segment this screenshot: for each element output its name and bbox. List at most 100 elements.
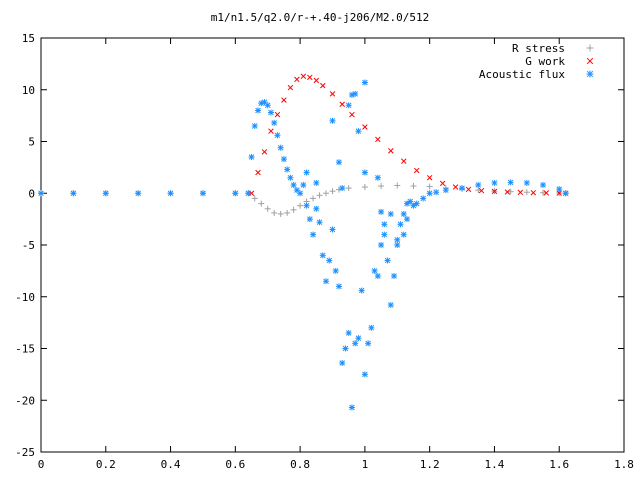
data-point: [378, 183, 385, 190]
data-point: [368, 324, 375, 331]
data-point: [264, 205, 271, 212]
data-point: [342, 345, 349, 352]
x-tick-label: 1: [362, 458, 369, 471]
data-point: [439, 180, 446, 187]
x-tick-label: 1.2: [420, 458, 440, 471]
data-point: [303, 169, 310, 176]
data-point: [284, 209, 291, 216]
data-point: [397, 221, 404, 228]
data-point: [297, 202, 304, 209]
data-point: [255, 169, 261, 176]
data-point: [332, 267, 339, 274]
y-tick-label: 0: [28, 187, 35, 200]
x-tick-label: 1.6: [549, 458, 569, 471]
data-point: [319, 252, 326, 259]
x-tick-label: 0.2: [96, 458, 116, 471]
data-point: [381, 231, 388, 238]
axes: [40, 37, 625, 453]
data-point: [401, 158, 407, 164]
data-point: [387, 302, 394, 309]
data-point: [442, 187, 449, 194]
data-point: [378, 208, 385, 215]
x-tick-label: 1.4: [485, 458, 505, 471]
data-point: [452, 184, 459, 190]
data-point: [329, 91, 336, 97]
data-point: [326, 257, 333, 264]
plot-area: [38, 73, 569, 411]
data-point: [284, 166, 291, 173]
x-tick-label: 0: [38, 458, 45, 471]
data-point: [303, 202, 310, 209]
data-point: [361, 169, 368, 176]
data-point: [491, 188, 498, 195]
data-point: [335, 159, 342, 166]
data-point: [410, 183, 417, 190]
x-tick-label: 0.4: [161, 458, 181, 471]
data-point: [258, 200, 265, 207]
data-point: [403, 216, 410, 223]
data-point: [345, 102, 352, 109]
data-point: [540, 181, 547, 188]
data-point: [323, 278, 330, 285]
data-point: [264, 102, 271, 109]
data-point: [267, 109, 274, 116]
data-point: [248, 154, 255, 161]
data-point: [407, 198, 414, 205]
y-tick-label: -15: [15, 343, 35, 356]
data-point: [277, 144, 284, 151]
data-point: [268, 128, 274, 134]
data-point: [251, 195, 258, 202]
data-point: [388, 148, 394, 154]
data-point: [261, 99, 268, 106]
series-1: [248, 73, 569, 197]
data-point: [378, 242, 385, 248]
legend-marker: [586, 70, 594, 78]
y-tick-label: -20: [15, 394, 35, 407]
legend-marker: [586, 57, 594, 65]
data-point: [199, 190, 206, 197]
y-tick-label: 5: [28, 136, 35, 149]
data-point: [365, 340, 372, 347]
data-point: [135, 190, 142, 197]
data-point: [426, 190, 433, 197]
data-point: [400, 210, 407, 217]
data-point: [316, 192, 323, 199]
data-point: [491, 179, 498, 186]
data-point: [352, 90, 359, 97]
data-point: [329, 226, 336, 233]
data-point: [329, 117, 336, 124]
data-point: [465, 186, 472, 193]
data-point: [556, 186, 563, 193]
data-point: [413, 167, 420, 174]
data-point: [556, 190, 562, 196]
data-point: [290, 206, 297, 213]
data-point: [371, 267, 378, 274]
data-point: [313, 77, 320, 84]
data-point: [475, 181, 482, 188]
data-point: [426, 183, 433, 190]
data-point: [280, 156, 287, 163]
y-tick-label: 15: [22, 32, 35, 45]
data-point: [420, 195, 427, 202]
data-point: [375, 136, 381, 143]
data-point: [478, 187, 485, 194]
data-point: [313, 205, 320, 212]
data-point: [348, 404, 355, 411]
data-point: [387, 210, 394, 217]
data-point: [426, 174, 433, 181]
data-point: [374, 273, 381, 280]
data-point: [271, 209, 278, 216]
data-point: [475, 187, 482, 194]
data-point: [540, 189, 547, 196]
data-point: [339, 185, 346, 192]
data-point: [345, 185, 352, 192]
data-point: [290, 181, 297, 188]
legend-marker: [586, 44, 594, 52]
data-point: [362, 124, 368, 130]
y-tick-label: 10: [22, 84, 35, 97]
data-point: [394, 236, 401, 243]
data-point: [459, 185, 466, 192]
data-point: [167, 190, 174, 197]
data-point: [504, 189, 511, 195]
